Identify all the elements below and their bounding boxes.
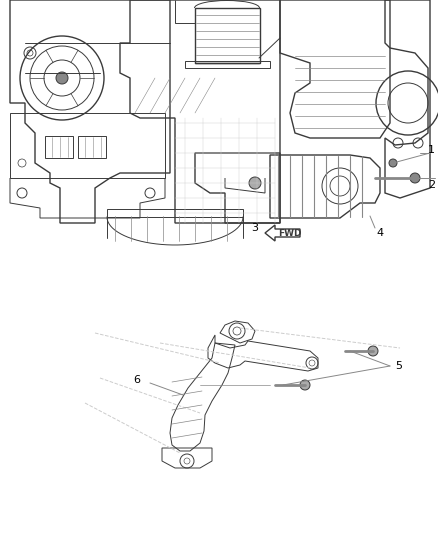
Bar bbox=[10, 113, 165, 178]
Circle shape bbox=[368, 346, 378, 356]
Bar bbox=[107, 209, 243, 217]
Bar bbox=[78, 136, 106, 158]
Text: 1: 1 bbox=[428, 145, 435, 155]
Text: 5: 5 bbox=[395, 361, 402, 371]
Circle shape bbox=[300, 380, 310, 390]
Circle shape bbox=[389, 159, 397, 167]
Bar bbox=[45, 136, 73, 158]
Circle shape bbox=[249, 177, 261, 189]
Bar bbox=[195, 8, 260, 63]
Circle shape bbox=[56, 72, 68, 84]
Text: FWD: FWD bbox=[278, 229, 302, 238]
Circle shape bbox=[410, 173, 420, 183]
Text: 4: 4 bbox=[376, 228, 384, 238]
Text: 3: 3 bbox=[251, 223, 258, 233]
Text: 2: 2 bbox=[428, 180, 435, 190]
Text: 6: 6 bbox=[133, 375, 140, 385]
